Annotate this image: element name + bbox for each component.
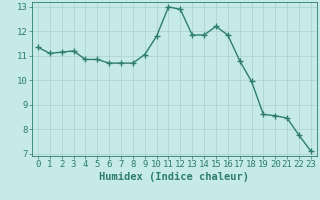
X-axis label: Humidex (Indice chaleur): Humidex (Indice chaleur) <box>100 172 249 182</box>
